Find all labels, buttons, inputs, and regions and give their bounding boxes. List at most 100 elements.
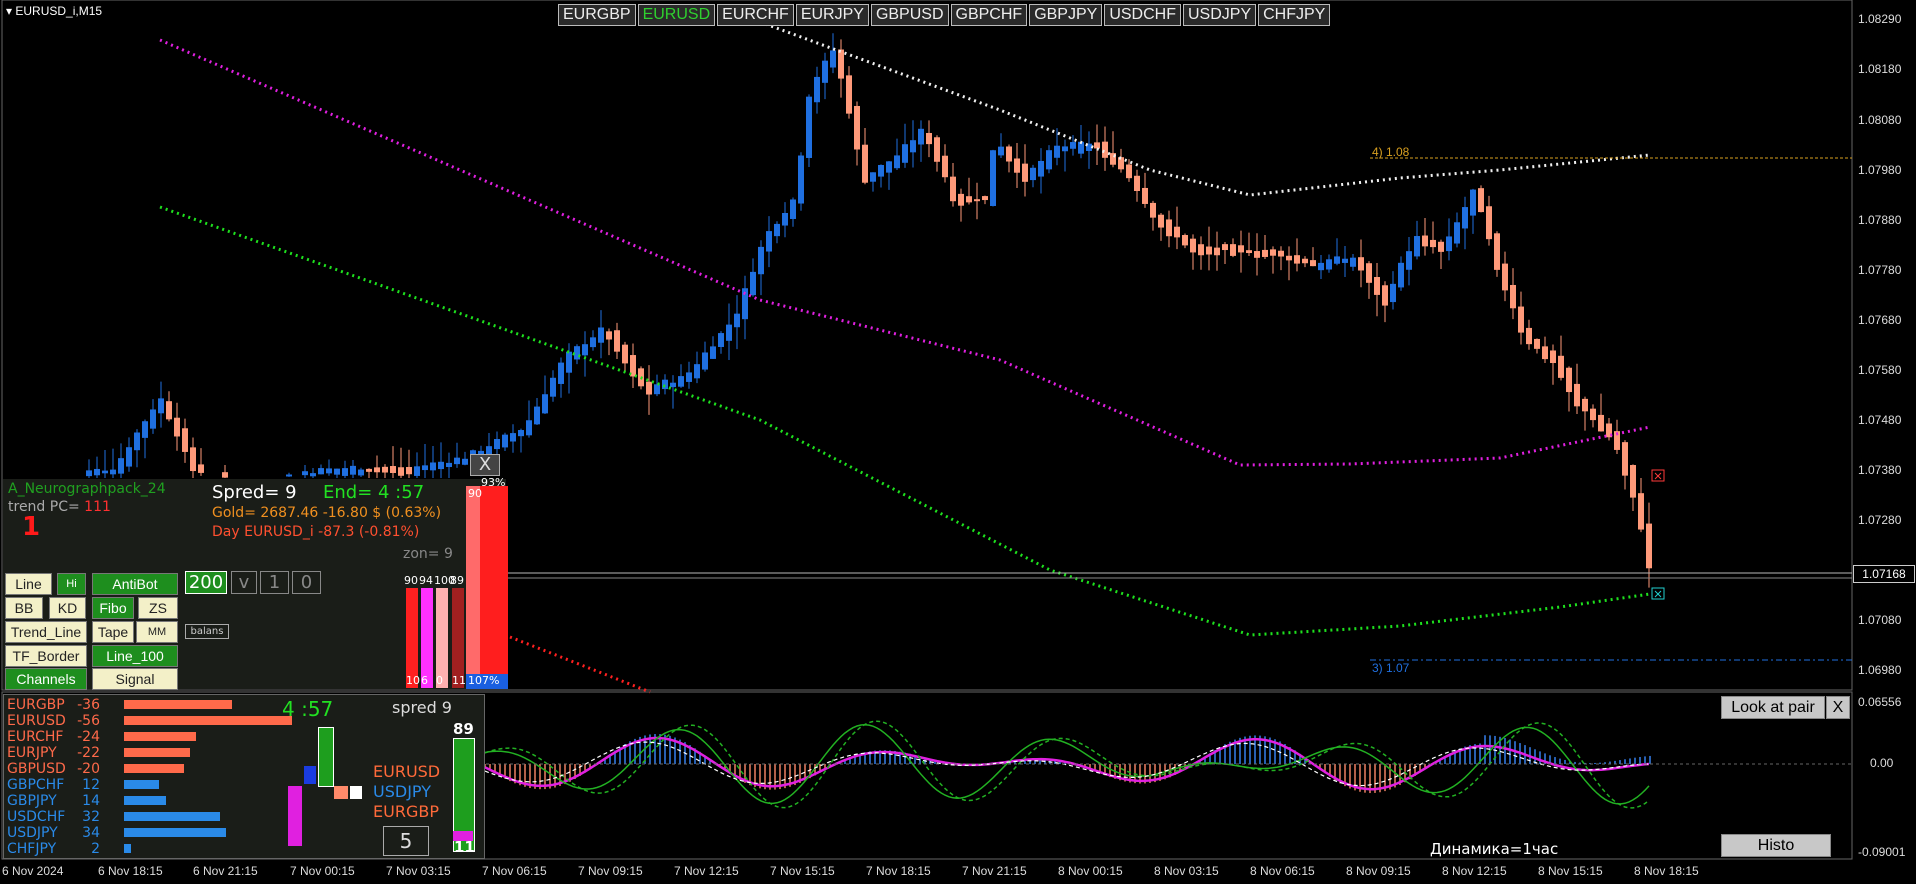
strength-bar	[124, 780, 159, 789]
tf-border-button[interactable]: TF_Border	[5, 645, 87, 667]
candle-body	[1622, 442, 1628, 476]
candle-body	[910, 140, 916, 153]
tab-gbpchf[interactable]: GBPCHF	[950, 4, 1028, 26]
price-tick: 1.07080	[1858, 613, 1902, 627]
tape-button[interactable]: Tape	[92, 621, 134, 643]
candle-body	[1190, 238, 1196, 253]
tab-eurchf[interactable]: EURCHF	[717, 4, 794, 26]
mm-button[interactable]: MM	[136, 621, 178, 643]
tab-gbpjpy[interactable]: GBPJPY	[1029, 4, 1103, 26]
time-tick: 7 Nov 15:15	[770, 864, 835, 878]
candle-body	[1182, 235, 1188, 246]
strength-pair-value: -36	[77, 697, 100, 713]
candle-body	[822, 60, 828, 83]
trend-big-value: 1	[22, 512, 41, 542]
candle-body	[1150, 202, 1156, 218]
candle-body	[862, 144, 868, 183]
signal-button[interactable]: Signal	[92, 668, 178, 690]
balans-button[interactable]: balans	[185, 624, 229, 639]
blue-gauge	[304, 766, 316, 784]
candle-body	[726, 324, 732, 341]
candle-body	[158, 398, 164, 414]
candle-body	[446, 462, 452, 468]
bb-button[interactable]: BB	[5, 597, 43, 619]
zs-button[interactable]: ZS	[138, 597, 178, 619]
kd-button[interactable]: KD	[49, 597, 86, 619]
fibo-button[interactable]: Fibo	[92, 597, 134, 619]
info-close-button[interactable]: X	[470, 454, 500, 476]
indicator-name: A_Neurographpack_24	[8, 481, 166, 497]
candle-body	[1486, 206, 1492, 240]
candle-body	[1358, 257, 1364, 271]
look-at-pair-close-button[interactable]: X	[1826, 696, 1850, 719]
candle-body	[430, 462, 436, 471]
antibot-button[interactable]: AntiBot	[92, 573, 178, 595]
candle-body	[814, 76, 820, 103]
trend-line-button[interactable]: Trend_Line	[5, 621, 87, 643]
time-tick: 8 Nov 12:15	[1442, 864, 1507, 878]
mini-bar	[421, 588, 433, 688]
tab-eurusd[interactable]: EURUSD	[637, 4, 716, 26]
candle-body	[1046, 150, 1052, 170]
one-button[interactable]: 1	[260, 571, 289, 594]
time-tick: 8 Nov 03:15	[1154, 864, 1219, 878]
hi-button[interactable]: Hi	[57, 573, 86, 595]
time-tick: 8 Nov 15:15	[1538, 864, 1603, 878]
candle-body	[1342, 258, 1348, 263]
look-at-pair-button[interactable]: Look at pair	[1721, 696, 1825, 719]
histo-button[interactable]: Histo	[1721, 834, 1831, 857]
candle-body	[830, 50, 836, 68]
strength-pair-value: 32	[82, 809, 100, 825]
candle-body	[878, 164, 884, 177]
main-chart-border	[1, 0, 1853, 691]
time-tick: 8 Nov 00:15	[1058, 864, 1123, 878]
collapse-icon[interactable]: ▾	[6, 4, 16, 18]
candle-body	[286, 474, 292, 477]
candle-body	[142, 421, 148, 438]
candle-body	[334, 468, 340, 475]
target-marker	[1651, 587, 1665, 600]
candle-body	[462, 458, 468, 465]
line-100-button[interactable]: Line_100	[92, 645, 178, 667]
candle-body	[1078, 141, 1084, 154]
candle-body	[534, 406, 540, 425]
zero-button[interactable]: 0	[292, 571, 321, 594]
tab-usdchf[interactable]: USDCHF	[1104, 4, 1181, 26]
candle-body	[1310, 260, 1316, 267]
candle-body	[1582, 398, 1588, 412]
strength-pair-name: EURUSD	[7, 713, 66, 729]
candle-body	[102, 470, 108, 474]
candle-body	[1590, 408, 1596, 421]
white-ma-line	[759, 20, 1651, 197]
time-tick: 7 Nov 00:15	[290, 864, 355, 878]
candle-body	[742, 288, 748, 320]
osc-green-dashed-line	[484, 720, 1650, 809]
candle-body	[374, 467, 380, 473]
candle-body	[1038, 160, 1044, 177]
tab-usdjpy[interactable]: USDJPY	[1183, 4, 1257, 26]
candle-body	[302, 471, 308, 476]
tab-chfjpy[interactable]: CHFJPY	[1258, 4, 1331, 26]
tab-eurgbp[interactable]: EURGBP	[558, 4, 636, 26]
candle-body	[1054, 145, 1060, 158]
candle-body	[1134, 175, 1140, 192]
value-200-button[interactable]: 200	[185, 571, 227, 594]
candle-body	[622, 344, 628, 364]
candle-body	[1030, 167, 1036, 181]
strength-pair-value: -24	[77, 729, 100, 745]
gold-text: Gold= 2687.46 -16.80 $ (0.63%)	[212, 505, 442, 521]
candle-body	[1598, 414, 1604, 432]
strength-pair-name: EURCHF	[7, 729, 64, 745]
candle-body	[630, 355, 636, 377]
tab-gbpusd[interactable]: GBPUSD	[870, 4, 949, 26]
candle-body	[1062, 146, 1068, 152]
day-text: Day EURUSD_i -87.3 (-0.81%)	[212, 524, 420, 540]
channels-button[interactable]: Channels	[5, 668, 87, 690]
strength-pair-name: GBPCHF	[7, 777, 65, 793]
v-button[interactable]: v	[231, 571, 257, 594]
tab-eurjpy[interactable]: EURJPY	[795, 4, 869, 26]
strength-bar	[124, 828, 226, 837]
candle-body	[382, 466, 388, 473]
line-button[interactable]: Line	[5, 573, 52, 595]
